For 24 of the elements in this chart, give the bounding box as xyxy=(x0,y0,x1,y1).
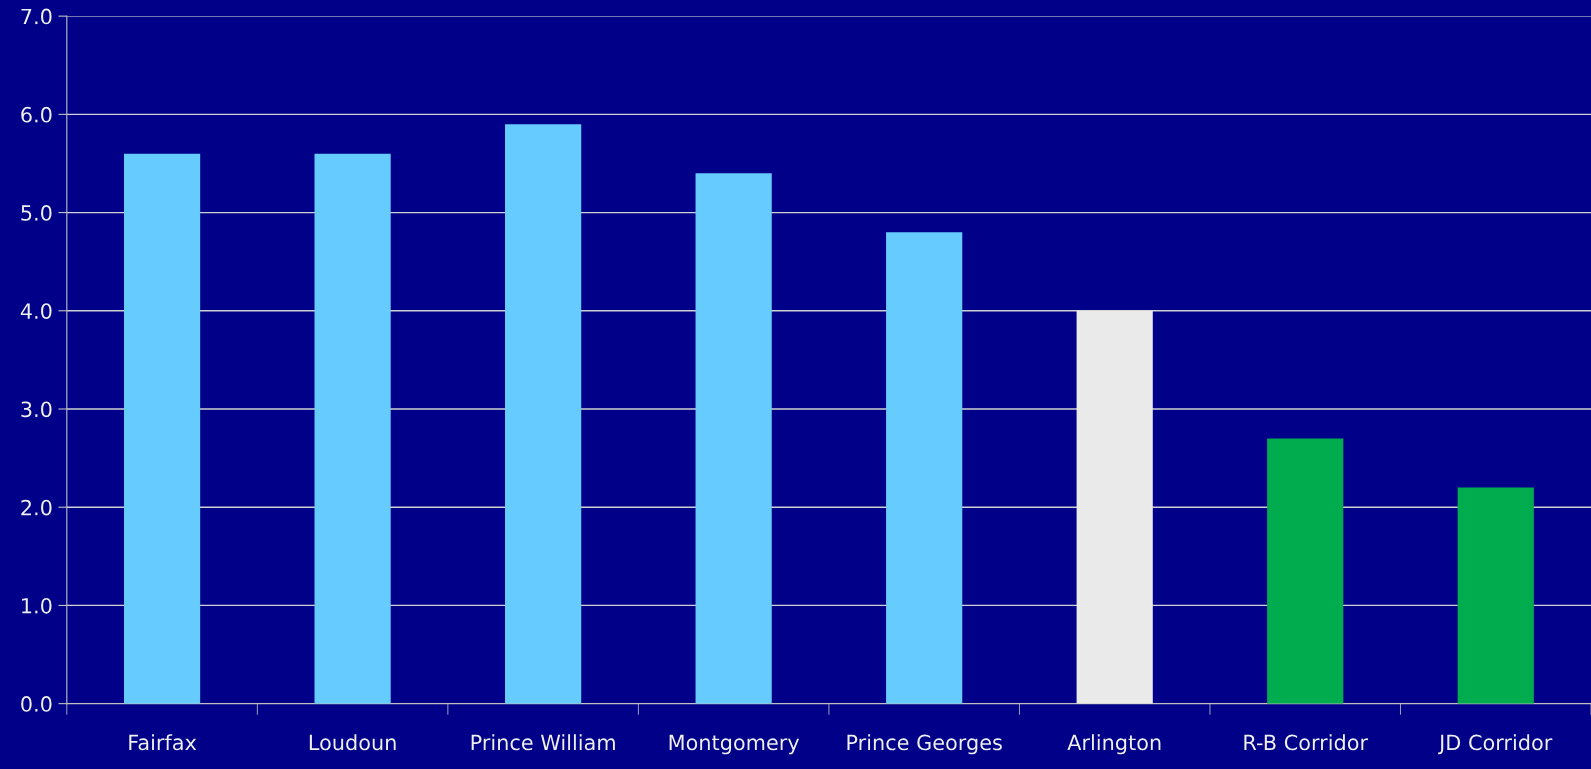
x-tick-label: Prince Georges xyxy=(847,734,1002,755)
x-tick-label: Prince William xyxy=(471,734,615,751)
x-tick-label: JD Corridor xyxy=(1438,734,1553,755)
y-tick-label: 2.0 xyxy=(21,499,52,516)
bar xyxy=(886,232,963,704)
x-tick-label: Montgomery xyxy=(669,734,800,755)
bar xyxy=(1457,487,1534,704)
x-tick-label: Arlington xyxy=(1067,734,1161,755)
bar xyxy=(1076,310,1153,704)
y-tick-label: 3.0 xyxy=(21,401,52,418)
y-tick-label: 0.0 xyxy=(21,696,52,712)
x-tick-label: R-B Corridor xyxy=(1244,734,1369,751)
bar xyxy=(123,153,201,704)
x-tick-label: Fairfax xyxy=(129,734,197,751)
bar xyxy=(314,153,391,704)
y-tick-label: 6.0 xyxy=(21,106,52,123)
bar xyxy=(1267,438,1344,704)
bar xyxy=(695,173,772,704)
y-tick-label: 7.0 xyxy=(21,8,52,25)
bar xyxy=(505,124,582,704)
y-tick-label: 4.0 xyxy=(20,303,52,319)
x-tick-label: Loudoun xyxy=(309,734,396,751)
y-tick-label: 1.0 xyxy=(22,597,52,614)
y-tick-label: 5.0 xyxy=(21,205,52,221)
